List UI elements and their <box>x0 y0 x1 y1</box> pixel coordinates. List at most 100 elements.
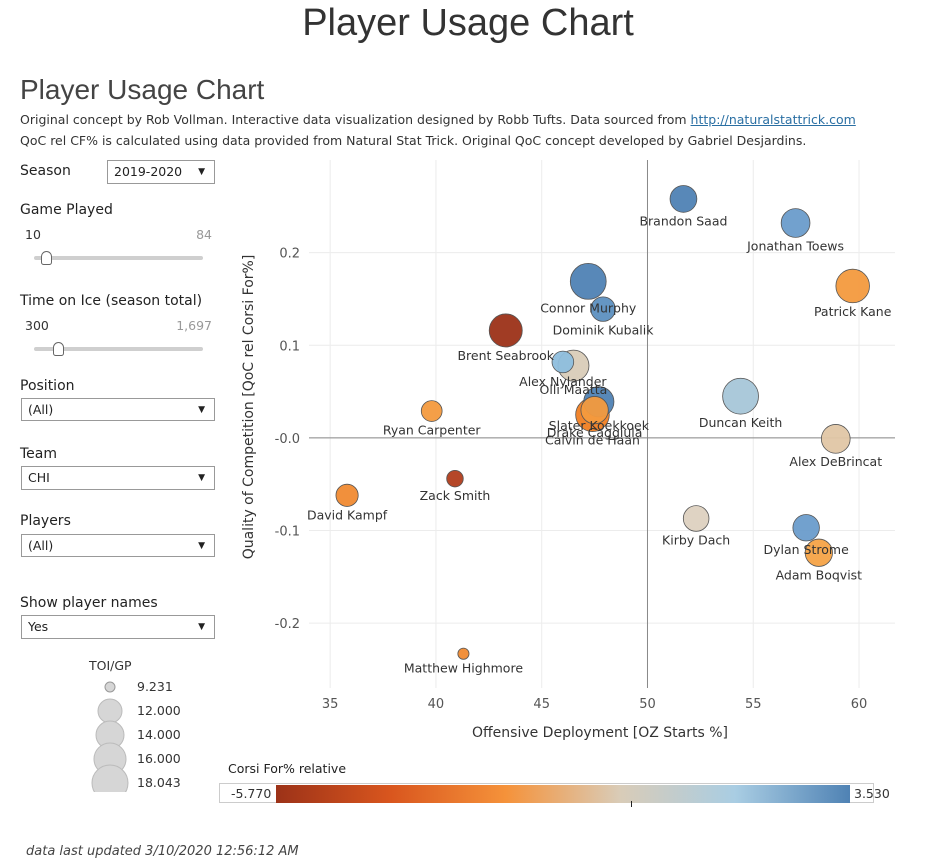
player-label: Adam Boqvist <box>776 567 863 582</box>
player-label: Duncan Keith <box>699 415 782 430</box>
description-text: Original concept by Rob Vollman. Interac… <box>20 112 691 127</box>
player-point <box>580 396 609 425</box>
y-tick-label: -0.2 <box>275 617 300 632</box>
position-label: Position <box>20 378 75 394</box>
color-legend-max: 3.530 <box>854 786 890 801</box>
x-tick-label: 35 <box>322 697 339 712</box>
player-label: Patrick Kane <box>814 304 892 319</box>
games-min-value: 10 <box>25 227 41 242</box>
chevron-down-icon: ▼ <box>198 167 205 177</box>
season-label: Season <box>20 163 71 179</box>
x-tick-label: 55 <box>745 697 762 712</box>
player-label: Dominik Kubalik <box>553 322 655 337</box>
chart-heading: Player Usage Chart <box>20 74 265 105</box>
toi-label: Time on Ice (season total) <box>20 293 203 309</box>
toi-slider-handle[interactable] <box>53 342 64 356</box>
player-label: Kirby Dach <box>662 532 730 547</box>
player-point <box>780 208 811 238</box>
players-dropdown[interactable]: (All) ▼ <box>21 534 215 557</box>
chevron-down-icon: ▼ <box>198 622 205 632</box>
player-point <box>590 296 616 322</box>
size-legend-circles <box>91 681 129 798</box>
scatter-chart: 35 40 45 50 55 60 0.2 0.1 -0.0 -0.1 -0.2 Brandon S… <box>241 160 895 741</box>
player-point <box>835 268 870 304</box>
player-point <box>446 469 464 488</box>
color-legend-ramp <box>276 785 850 803</box>
y-axis-label: Quality of Competition [QoC rel Corsi Fo… <box>241 255 257 560</box>
player-label: Ryan Carpenter <box>383 422 482 437</box>
chevron-down-icon: ▼ <box>198 541 205 551</box>
season-value: 2019-2020 <box>114 164 183 179</box>
source-link[interactable]: http://naturalstattrick.com <box>690 112 856 127</box>
player-label: Olli Maatta <box>540 382 608 397</box>
player-point <box>820 424 851 454</box>
players-label: Players <box>20 513 71 529</box>
player-label: Alex DeBrincat <box>789 454 882 469</box>
x-tick-label: 40 <box>428 697 445 712</box>
games-max-value: 84 <box>196 227 212 242</box>
x-axis-label: Offensive Deployment [OZ Starts %] <box>472 725 728 741</box>
color-legend-title: Corsi For% relative <box>228 761 347 776</box>
player-label: Zack Smith <box>420 488 491 503</box>
games-slider-track[interactable] <box>34 256 203 260</box>
toi-max-value: 1,697 <box>176 318 212 333</box>
data-points <box>335 185 870 660</box>
y-tick-label: -0.1 <box>275 525 300 540</box>
y-tick-label: 0.1 <box>279 339 300 354</box>
season-dropdown[interactable]: 2019-2020 ▼ <box>107 160 215 184</box>
player-point <box>335 483 359 507</box>
player-label: Calvin de Haan <box>545 433 640 448</box>
description-line-2: QoC rel CF% is calculated using data pro… <box>20 133 807 148</box>
toi-slider-track[interactable] <box>34 347 203 351</box>
reference-lines <box>309 160 895 688</box>
color-legend-min: -5.770 <box>231 786 272 801</box>
x-tick-label: 50 <box>639 697 656 712</box>
player-point <box>804 538 833 567</box>
point-labels: Brandon Saad Jonathan Toews Patrick Kane Co… <box>307 213 892 675</box>
player-point <box>722 377 759 415</box>
dashboard-title: Player Usage Chart <box>302 2 634 44</box>
player-point <box>551 350 575 374</box>
player-label: Drake Caggiula <box>547 425 643 440</box>
show-names-value: Yes <box>28 619 49 634</box>
player-label: Slater Koekkoek <box>549 418 650 433</box>
chevron-down-icon: ▼ <box>198 405 205 415</box>
size-legend-mask <box>85 792 145 802</box>
player-label: Brent Seabrook <box>457 348 554 363</box>
player-label: Connor Murphy <box>540 300 637 315</box>
player-point <box>488 313 523 348</box>
show-names-dropdown[interactable]: Yes ▼ <box>21 615 215 639</box>
axis-ticks: 35 40 45 50 55 60 0.2 0.1 -0.0 -0.1 -0.2 <box>275 247 868 712</box>
size-legend-value: 12.000 <box>137 703 181 718</box>
size-legend-circle <box>91 764 129 798</box>
games-label: Game Played <box>20 202 113 218</box>
toi-min-value: 300 <box>25 318 49 333</box>
description-line-1: Original concept by Rob Vollman. Interac… <box>20 112 856 127</box>
player-point <box>569 263 607 300</box>
player-label: Dylan Strome <box>764 542 850 557</box>
size-legend-circle <box>104 681 116 693</box>
player-label: Alex Nylander <box>519 374 607 389</box>
position-dropdown[interactable]: (All) ▼ <box>21 398 215 421</box>
player-label: Jonathan Toews <box>746 238 844 253</box>
player-point <box>682 505 710 532</box>
player-label: Brandon Saad <box>639 213 727 228</box>
games-slider-handle[interactable] <box>41 251 52 265</box>
show-names-label: Show player names <box>20 595 158 611</box>
size-legend-value: 9.231 <box>137 679 173 694</box>
size-legend-value: 14.000 <box>137 727 181 742</box>
player-label: Matthew Highmore <box>404 660 523 675</box>
team-label: Team <box>20 446 58 462</box>
x-tick-label: 60 <box>851 697 868 712</box>
team-dropdown[interactable]: CHI ▼ <box>21 466 215 490</box>
size-legend-value: 16.000 <box>137 751 181 766</box>
chevron-down-icon: ▼ <box>198 473 205 483</box>
size-legend-title: TOI/GP <box>89 658 132 673</box>
players-value: (All) <box>28 538 54 553</box>
last-updated: data last updated 3/10/2020 12:56:12 AM <box>26 844 299 859</box>
player-point <box>420 400 443 422</box>
team-value: CHI <box>28 470 50 485</box>
color-legend-zero-tick <box>631 801 632 807</box>
position-value: (All) <box>28 402 54 417</box>
player-point <box>457 647 470 660</box>
